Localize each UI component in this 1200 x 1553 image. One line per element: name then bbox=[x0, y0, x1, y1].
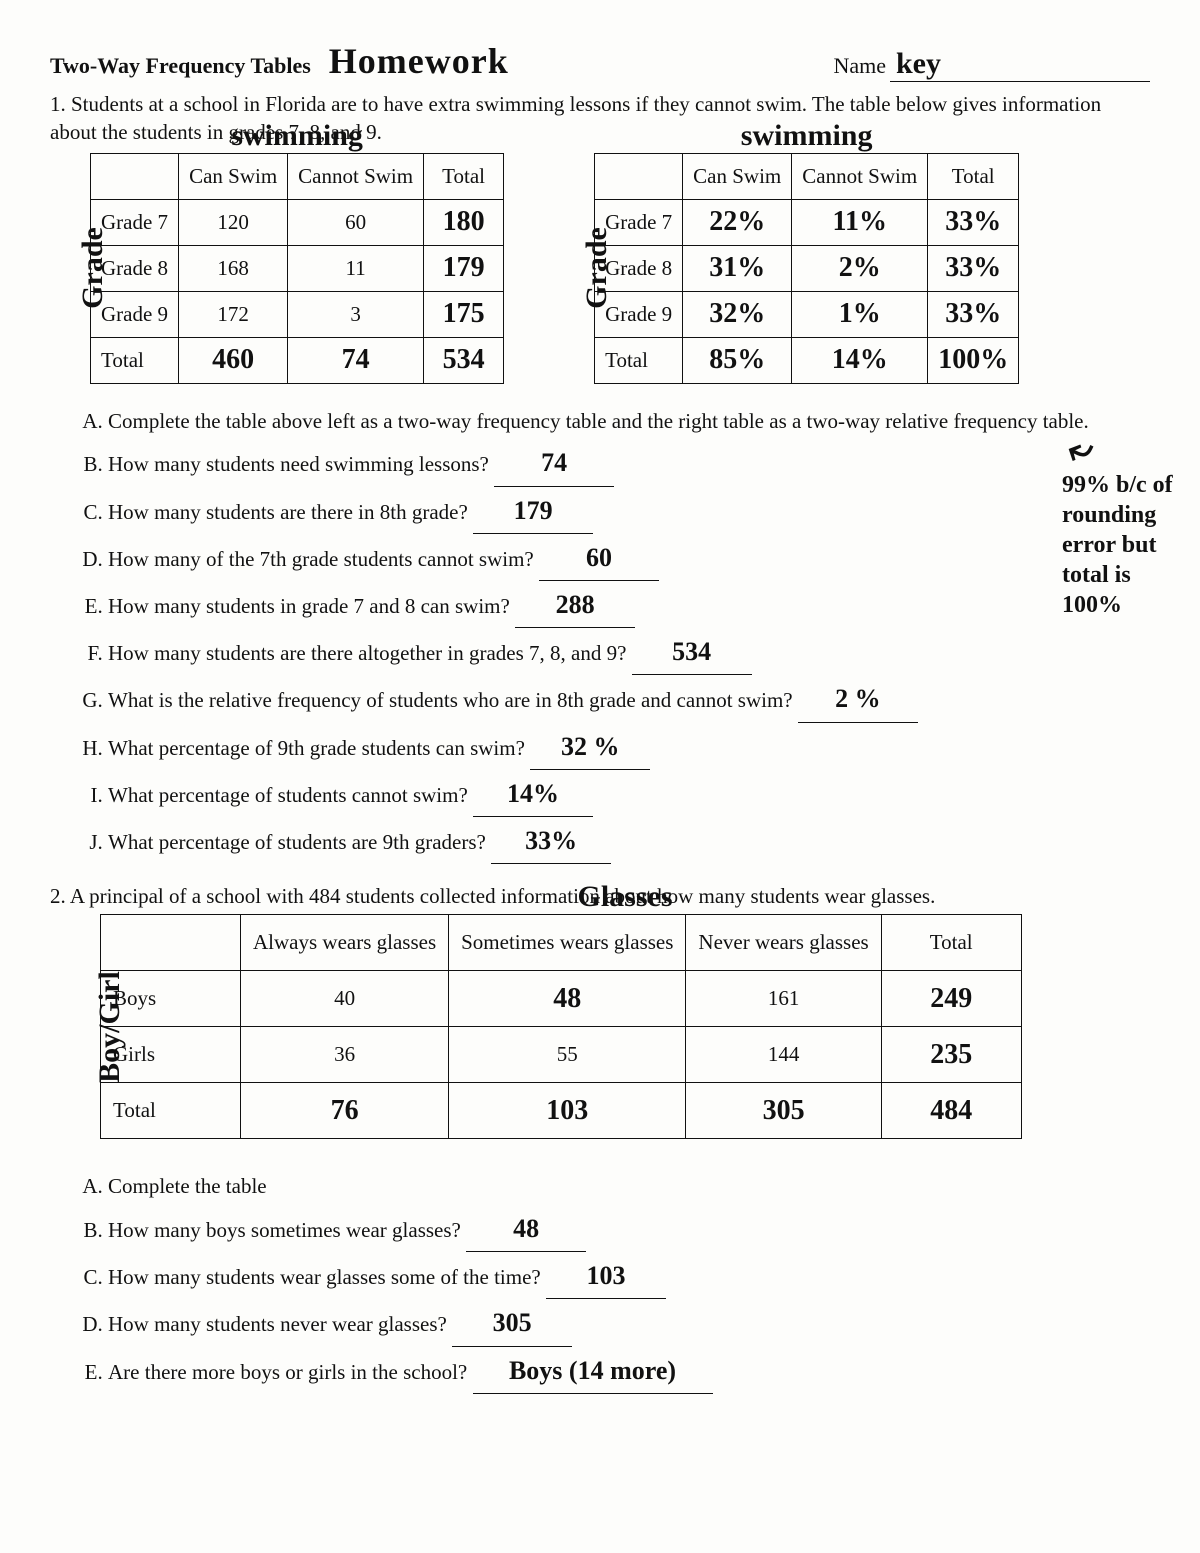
q2-item-b: How many boys sometimes wear glasses? 48 bbox=[108, 1207, 1150, 1252]
table-row: Total 460 74 534 bbox=[91, 337, 504, 383]
answer: Boys (14 more) bbox=[509, 1356, 676, 1385]
q1-item-f: How many students are there altogether i… bbox=[108, 630, 1150, 675]
col-can-swim: Can Swim bbox=[179, 153, 288, 199]
q2-item-c: How many students wear glasses some of t… bbox=[108, 1254, 1150, 1299]
table-row: Grade 7 120 60 180 bbox=[91, 199, 504, 245]
answer: 103 bbox=[587, 1261, 626, 1290]
table-row: Grade 9 172 3 175 bbox=[91, 291, 504, 337]
table-header-row: Can Swim Cannot Swim Total bbox=[595, 153, 1019, 199]
table-row: Grade 8 31% 2% 33% bbox=[595, 245, 1019, 291]
name-field: Name key bbox=[833, 47, 1150, 82]
answer: 288 bbox=[556, 590, 595, 619]
margin-note: 99% b/c of rounding error but total is 1… bbox=[1062, 470, 1192, 620]
q1-top-label-right: swimming bbox=[741, 119, 873, 153]
q1-freq-table: Can Swim Cannot Swim Total Grade 7 120 6… bbox=[90, 153, 504, 384]
q1-item-b: How many students need swimming lessons?… bbox=[108, 441, 1150, 486]
q1-questions: Complete the table above left as a two-w… bbox=[80, 404, 1150, 864]
answer: 14% bbox=[507, 779, 559, 808]
homework-label: Homework bbox=[329, 40, 509, 82]
q1-tables: swimming Grade Can Swim Cannot Swim Tota… bbox=[50, 153, 1150, 384]
answer: 179 bbox=[514, 496, 553, 525]
q2-item-d: How many students never wear glasses? 30… bbox=[108, 1301, 1150, 1346]
q1-side-label-right: Grade bbox=[580, 227, 614, 309]
q1-pct-table-wrap: swimming Grade Can Swim Cannot Swim Tota… bbox=[594, 153, 1019, 384]
q1-item-i: What percentage of students cannot swim?… bbox=[108, 772, 1150, 817]
worksheet-title: Two-Way Frequency Tables bbox=[50, 53, 311, 79]
worksheet-header: Two-Way Frequency Tables Homework Name k… bbox=[50, 40, 1150, 82]
q1-item-g: What is the relative frequency of studen… bbox=[108, 677, 1150, 722]
name-label: Name bbox=[833, 53, 886, 79]
answer: 48 bbox=[513, 1214, 539, 1243]
q1-item-h: What percentage of 9th grade students ca… bbox=[108, 725, 1150, 770]
q2-table: Always wears glasses Sometimes wears gla… bbox=[100, 914, 1022, 1139]
table-header-row: Always wears glasses Sometimes wears gla… bbox=[101, 915, 1022, 971]
q1-item-j: What percentage of students are 9th grad… bbox=[108, 819, 1150, 864]
q1-top-label-left: swimming bbox=[231, 119, 363, 153]
table-row: Girls 36 55 144 235 bbox=[101, 1027, 1022, 1083]
answer: 305 bbox=[493, 1308, 532, 1337]
table-row: Grade 7 22% 11% 33% bbox=[595, 199, 1019, 245]
name-value: key bbox=[896, 47, 941, 80]
q1-item-a: Complete the table above left as a two-w… bbox=[108, 404, 1150, 440]
table-row: Grade 9 32% 1% 33% bbox=[595, 291, 1019, 337]
table-row: Total 85% 14% 100% bbox=[595, 337, 1019, 383]
answer: 32 % bbox=[561, 732, 620, 761]
col-blank bbox=[91, 153, 179, 199]
col-cannot-swim: Cannot Swim bbox=[288, 153, 424, 199]
table-row: Boys 40 48 161 249 bbox=[101, 971, 1022, 1027]
table-header-row: Can Swim Cannot Swim Total bbox=[91, 153, 504, 199]
q2-table-wrap: Glasses Boy/Girl Always wears glasses So… bbox=[100, 914, 1150, 1139]
q1-item-d: How many of the 7th grade students canno… bbox=[108, 536, 1150, 581]
q2-item-e: Are there more boys or girls in the scho… bbox=[108, 1349, 1150, 1394]
q2-questions: Complete the table How many boys sometim… bbox=[80, 1169, 1150, 1393]
q1-side-label-left: Grade bbox=[76, 227, 110, 309]
q1-pct-table: Can Swim Cannot Swim Total Grade 7 22% 1… bbox=[594, 153, 1019, 384]
q1-item-c: How many students are there in 8th grade… bbox=[108, 489, 1150, 534]
answer: 33% bbox=[525, 826, 577, 855]
q2-item-a: Complete the table bbox=[108, 1169, 1150, 1205]
q1-prompt: 1. Students at a school in Florida are t… bbox=[50, 90, 1150, 147]
table-row: Total 76 103 305 484 bbox=[101, 1083, 1022, 1139]
answer: 74 bbox=[541, 448, 567, 477]
q2-side-label: Boy/Girl bbox=[93, 971, 127, 1083]
q1-item-e: How many students in grade 7 and 8 can s… bbox=[108, 583, 1150, 628]
answer: 60 bbox=[586, 543, 612, 572]
answer: 534 bbox=[672, 637, 711, 666]
q1-freq-table-wrap: swimming Grade Can Swim Cannot Swim Tota… bbox=[90, 153, 504, 384]
table-row: Grade 8 168 11 179 bbox=[91, 245, 504, 291]
answer: 2 % bbox=[835, 684, 881, 713]
col-total: Total bbox=[424, 153, 504, 199]
q2-top-label: Glasses bbox=[577, 880, 672, 914]
